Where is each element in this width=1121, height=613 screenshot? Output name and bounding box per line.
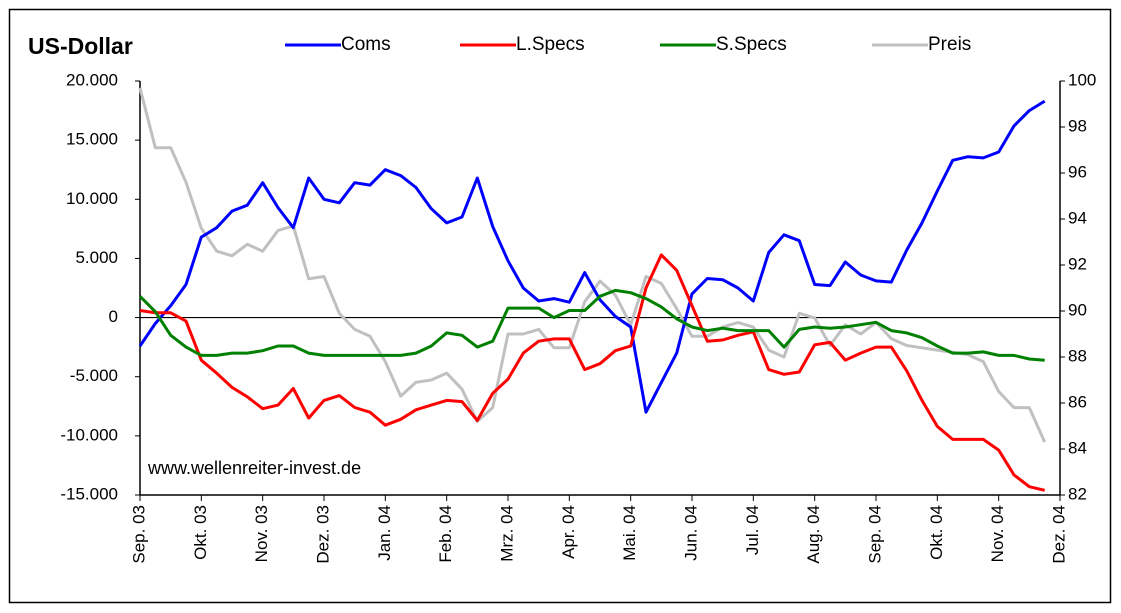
y2-tick-label: 86 (1068, 392, 1087, 411)
legend-label: Coms (341, 34, 391, 55)
x-tick-label: Mai. 04 (620, 505, 639, 561)
chart-frame (8, 8, 1112, 604)
y-tick-label: -10.000 (60, 425, 118, 444)
series-line (138, 99, 1046, 414)
legend-label: S.Specs (716, 34, 787, 55)
x-tick-label: Okt. 04 (927, 505, 946, 560)
chart-title: US-Dollar (28, 33, 133, 59)
y-tick-label: -15.000 (60, 484, 118, 503)
x-tick-label: Okt. 03 (191, 505, 210, 560)
x-tick-label: Apr. 04 (559, 505, 578, 559)
y-tick-label: -5.000 (70, 366, 118, 385)
y2-tick-label: 90 (1068, 300, 1087, 319)
y-tick-label: 20.000 (66, 70, 118, 89)
x-tick-label: Jan. 04 (375, 505, 394, 561)
y-tick-label: 15.000 (66, 130, 118, 149)
y2-tick-label: 100 (1068, 70, 1096, 89)
y2-tick-label: 82 (1068, 484, 1087, 503)
x-tick-label: Nov. 03 (252, 505, 271, 562)
y2-tick-label: 88 (1068, 346, 1087, 365)
x-tick-label: Sep. 03 (129, 505, 148, 564)
x-tick-label: Dez. 03 (313, 505, 332, 564)
x-tick-label: Jun. 04 (681, 505, 700, 561)
series-line (139, 253, 1046, 492)
y-tick-label: 0 (109, 307, 118, 326)
y-tick-label: 5.000 (75, 248, 118, 267)
y2-tick-label: 98 (1068, 116, 1087, 135)
legend-label: Preis (928, 34, 971, 55)
x-tick-label: Jul. 04 (743, 505, 762, 555)
x-tick-label: Sep. 04 (865, 505, 884, 564)
x-tick-label: Aug. 04 (804, 505, 823, 564)
y2-tick-label: 94 (1068, 208, 1087, 227)
y2-tick-label: 92 (1068, 254, 1087, 273)
x-tick-label: Mrz. 04 (497, 505, 516, 562)
watermark: www.wellenreiter-invest.de (147, 458, 361, 478)
x-tick-label: Dez. 04 (1049, 505, 1068, 564)
y2-tick-label: 84 (1068, 438, 1087, 457)
y-tick-label: 10.000 (66, 189, 118, 208)
x-tick-label: Nov. 04 (988, 505, 1007, 562)
series-line (138, 288, 1045, 362)
legend-label: L.Specs (516, 34, 585, 55)
y2-tick-label: 96 (1068, 162, 1087, 181)
x-tick-label: Feb. 04 (436, 505, 455, 563)
